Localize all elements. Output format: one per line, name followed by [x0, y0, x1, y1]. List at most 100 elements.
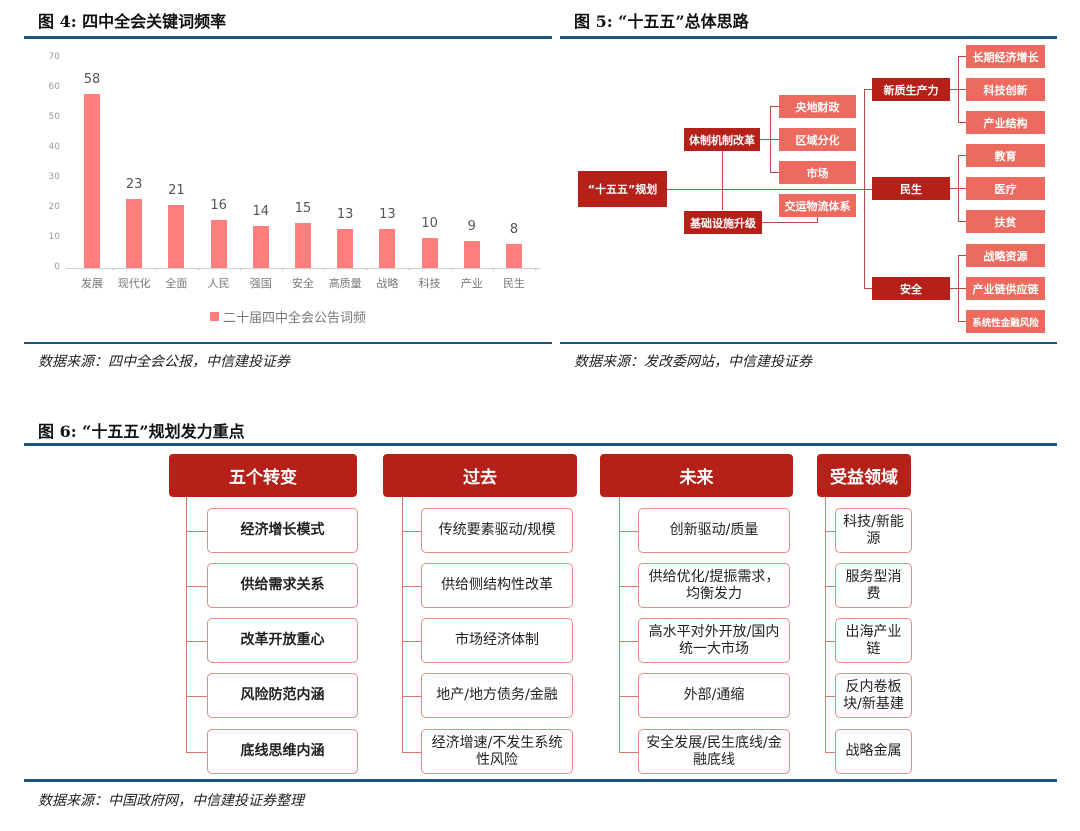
- x-tick-label: 安全: [292, 277, 314, 290]
- node-reform-child-0: 央地财政: [779, 95, 856, 118]
- row-connector: [825, 751, 835, 753]
- node-security-child-2: 系统性金融风险: [966, 310, 1045, 333]
- row-connector: [619, 695, 638, 697]
- x-tick: [113, 268, 115, 271]
- infra-connector: [762, 222, 818, 223]
- x-tick: [197, 268, 199, 271]
- row-connector: [186, 695, 207, 697]
- figure6-bottom-rule: [24, 779, 1057, 782]
- column-header-1: 过去: [383, 454, 577, 497]
- x-tick: [450, 268, 452, 271]
- y-tick-label: 10: [48, 232, 60, 242]
- figure5-bottom-rule: [560, 342, 1057, 344]
- connector: [958, 155, 966, 156]
- chart-legend: 二十届四中全会公告词频: [210, 307, 366, 326]
- column-spine: [825, 497, 826, 752]
- bar-3: [210, 220, 227, 268]
- row-connector: [186, 640, 207, 642]
- bar-value-label: 8: [509, 222, 519, 237]
- node-infra: 基础设施升级: [684, 211, 762, 234]
- x-tick-label: 科技: [418, 277, 441, 290]
- x-tick: [366, 268, 368, 271]
- column-spine: [402, 497, 403, 752]
- row-connector: [825, 695, 835, 697]
- column-0-item-4: 底线思维内涵: [207, 729, 358, 774]
- bar-value-label: 21: [168, 183, 185, 198]
- x-tick-label: 高质量: [328, 277, 362, 290]
- row-connector: [619, 585, 638, 587]
- figure6-title: 图 6: “十五五”规划发力重点: [38, 422, 245, 441]
- bar-0: [84, 94, 100, 268]
- row-connector: [402, 695, 421, 697]
- root-node: “十五五”规划: [578, 171, 667, 207]
- column-3-item-3: 反内卷板块/新基建: [835, 673, 912, 718]
- column-2-item-2: 高水平对外开放/国内统一大市场: [638, 618, 790, 663]
- node-livelihood: 民生: [872, 177, 950, 200]
- column-3-item-2: 出海产业链: [835, 618, 912, 663]
- y-tick-label: 50: [48, 112, 60, 122]
- column-0-item-0: 经济增长模式: [207, 508, 358, 553]
- column-2-item-0: 创新驱动/质量: [638, 508, 790, 553]
- column-1-item-4: 经济增速/不发生系统性风险: [421, 729, 573, 774]
- row-connector: [186, 585, 207, 587]
- row-connector: [825, 530, 835, 532]
- bar-7: [379, 229, 396, 268]
- y-tick-label: 20: [48, 202, 60, 212]
- figure4-top-rule: [24, 36, 552, 39]
- node-security: 安全: [872, 277, 950, 300]
- root-connector: [667, 189, 872, 190]
- main-spine: [864, 89, 865, 288]
- bar-value-label: 13: [379, 207, 396, 222]
- x-tick: [324, 268, 326, 271]
- node-infra-child-0: 交运物流体系: [779, 194, 856, 217]
- connector: [864, 288, 873, 289]
- reform-children-spine: [770, 106, 771, 172]
- column-3-item-1: 服务型消费: [835, 563, 912, 608]
- row-connector: [619, 640, 638, 642]
- node-reform-child-1: 区域分化: [779, 128, 856, 151]
- row-connector: [186, 530, 207, 532]
- row-connector: [402, 751, 421, 753]
- bar-value-label: 15: [294, 201, 312, 216]
- figure5-top-rule: [560, 36, 1057, 39]
- row-connector: [619, 530, 638, 532]
- column-1-item-1: 供给侧结构性改革: [421, 563, 573, 608]
- connector: [958, 56, 966, 57]
- x-tick: [492, 268, 494, 271]
- x-tick-label: 产业: [460, 277, 483, 290]
- node-productivity-child-1: 科技创新: [966, 78, 1045, 101]
- column-header-0: 五个转变: [169, 454, 357, 497]
- node-productivity: 新质生产力: [872, 78, 950, 101]
- security-spine: [958, 255, 959, 321]
- row-connector: [402, 530, 421, 532]
- connector: [958, 122, 966, 123]
- column-1-item-0: 传统要素驱动/规模: [421, 508, 573, 553]
- figure4-source: 数据来源：四中全会公报，中信建投证券: [38, 354, 290, 370]
- x-tick: [281, 268, 283, 271]
- bar-value-label: 58: [83, 72, 101, 87]
- node-productivity-child-0: 长期经济增长: [966, 45, 1045, 68]
- row-connector: [402, 585, 421, 587]
- x-tick-label: 民生: [503, 277, 525, 290]
- column-1-item-3: 地产/地方债务/金融: [421, 673, 573, 718]
- bar-10: [506, 244, 522, 268]
- figure4-bottom-rule: [24, 342, 552, 344]
- bar-value-label: 10: [421, 216, 438, 231]
- connector: [864, 89, 873, 90]
- x-tick: [155, 268, 157, 271]
- bar-value-label: 16: [210, 198, 227, 213]
- bar-1: [126, 199, 143, 268]
- reform-connector: [759, 139, 779, 140]
- column-1-item-2: 市场经济体制: [421, 618, 573, 663]
- bar-value-label: 23: [125, 177, 143, 192]
- node-livelihood-child-2: 扶贫: [966, 210, 1045, 233]
- node-security-child-0: 战略资源: [966, 244, 1045, 267]
- column-2-item-4: 安全发展/民生底线/金融底线: [638, 729, 790, 774]
- connector: [770, 106, 779, 107]
- column-spine: [619, 497, 620, 752]
- column-0-item-3: 风险防范内涵: [207, 673, 358, 718]
- y-tick-label: 70: [48, 52, 60, 62]
- reform-infra-connector: [722, 150, 723, 210]
- x-tick: [239, 268, 241, 271]
- y-tick-label: 0: [54, 262, 60, 272]
